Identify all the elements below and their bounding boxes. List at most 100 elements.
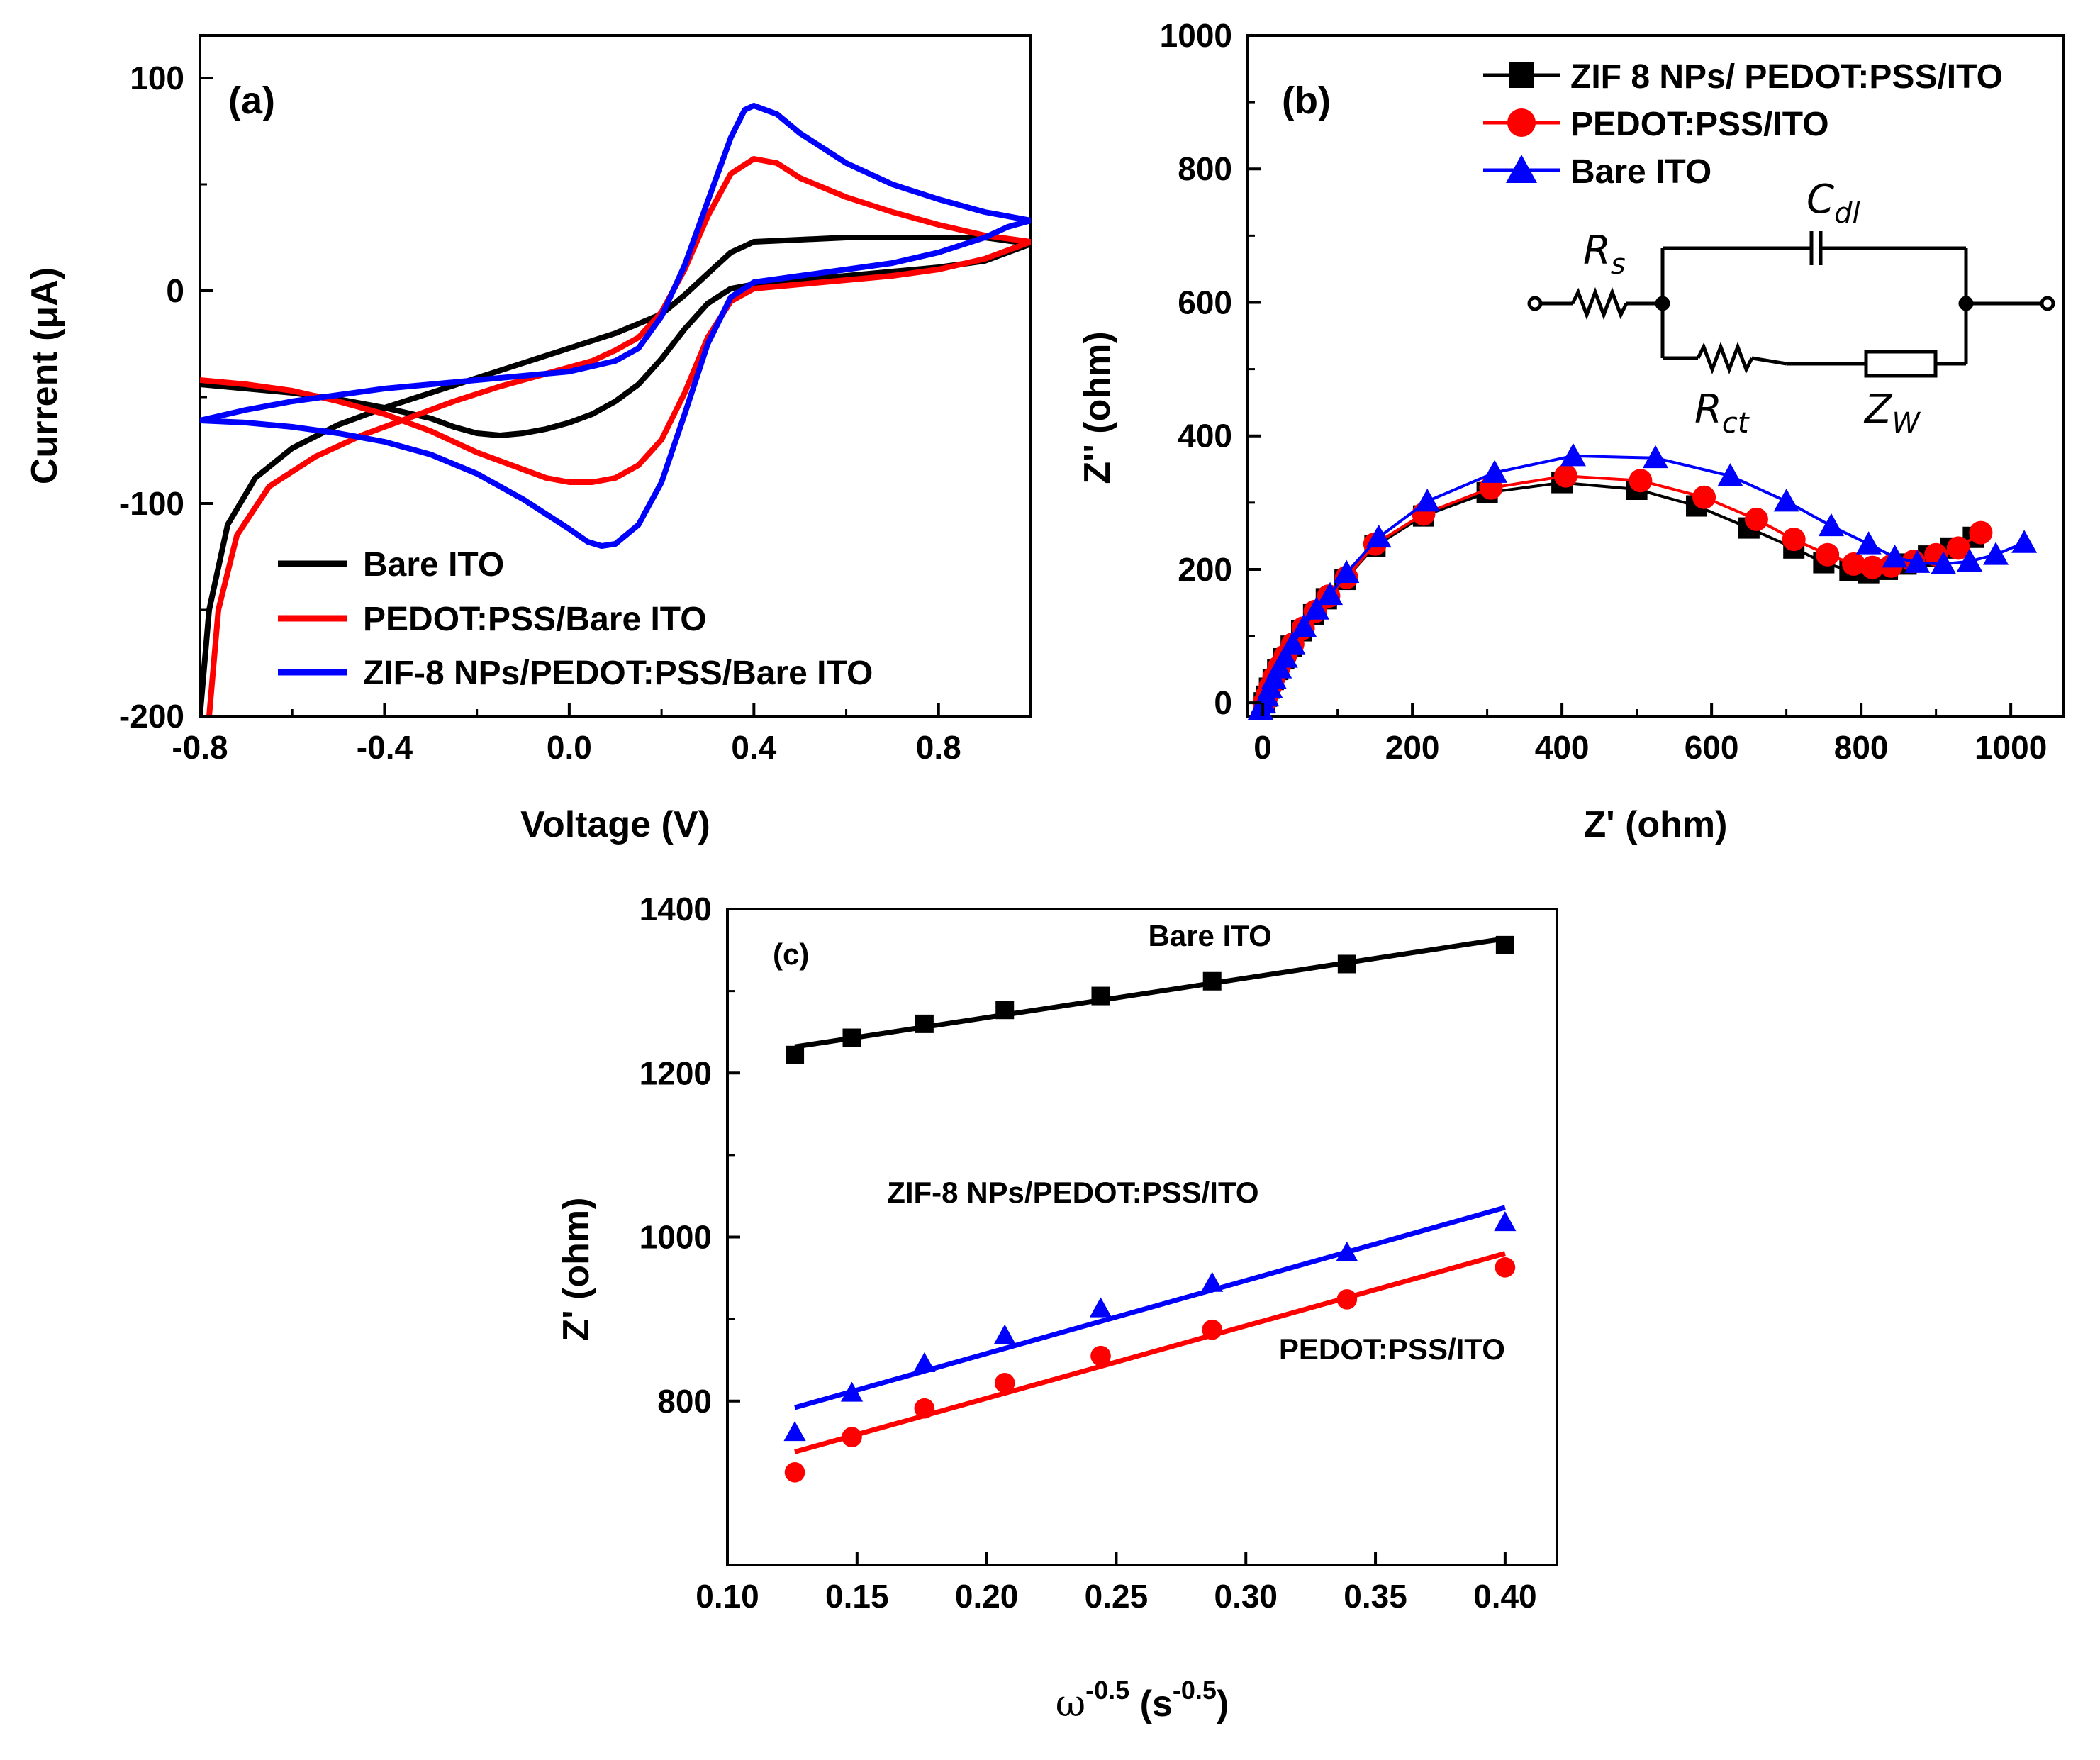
- data-point-zif-8-nps-pedot-pss-ito: [840, 1381, 864, 1402]
- panel-a-y-tick-label: 100: [130, 60, 184, 96]
- nyquist-point-pedot-pss-ito: [1692, 485, 1716, 509]
- legend-marker-zif8-square: [1509, 62, 1534, 88]
- data-point-zif-8-nps-pedot-pss-ito: [1089, 1297, 1112, 1318]
- nyquist-line-zif-8-nps-pedot-pss-ito: [1263, 481, 1975, 703]
- panel-b-y-tick-label: 200: [1178, 551, 1232, 588]
- panel-c-y-tick-label: 800: [657, 1383, 712, 1420]
- circuit-label-rs: Rs: [1583, 228, 1626, 281]
- data-point-bare-ito: [1337, 954, 1356, 974]
- panel-a-label: (a): [228, 79, 275, 122]
- panel-a-cv-chart: -0.8 -0.4 0.0 0.4 0.8 -200 -100 0 100 (a) Voltag…: [24, 34, 1032, 845]
- data-point-pedot-pss-ito: [1090, 1345, 1111, 1366]
- panel-a-y-tick-label: 0: [166, 272, 184, 309]
- panel-a-legend: Bare ITO PEDOT:PSS/Bare ITO ZIF-8 NPs/PE…: [278, 546, 873, 692]
- panel-b-x-tick-label: 200: [1385, 729, 1440, 766]
- legend-label-pedot-pss: PEDOT:PSS/ITO: [1570, 106, 1829, 143]
- legend-label-zif8: ZIF-8 NPs/PEDOT:PSS/Bare ITO: [363, 655, 873, 692]
- nyquist-point-bare-ito: [1317, 581, 1344, 606]
- panel-a-x-axis-label: Voltage (V): [520, 804, 710, 845]
- panel-c-label: (c): [773, 937, 809, 971]
- panel-c-x-tick-label: 0.20: [955, 1578, 1019, 1615]
- panel-c-y-tick-label: 1200: [640, 1054, 712, 1091]
- fit-line-bare-ito: [794, 936, 1506, 1049]
- circuit-label-rct: Rct: [1694, 386, 1750, 440]
- legend-label-bare-ito: Bare ITO: [363, 546, 504, 584]
- panel-b-y-tick-label: 1000: [1160, 17, 1232, 54]
- nyquist-point-bare-ito: [1560, 442, 1586, 467]
- panel-c-randles-chart: 0.10 0.15 0.20 0.25 0.30 0.35 0.40 800 1000 1200 1…: [556, 891, 1558, 1725]
- data-point-zif-8-nps-pedot-pss-ito: [1494, 1211, 1517, 1232]
- nyquist-point-pedot-pss-ito: [1782, 528, 1806, 552]
- data-point-bare-ito: [842, 1028, 861, 1047]
- series-label-pedot-pss: PEDOT:PSS/ITO: [1279, 1332, 1505, 1366]
- nyquist-point-pedot-pss-ito: [1629, 469, 1653, 493]
- data-point-bare-ito: [995, 1001, 1015, 1020]
- nyquist-line-pedot-pss-ito: [1263, 474, 1982, 703]
- panel-c-y-tick-label: 1400: [640, 891, 712, 928]
- nyquist-point-pedot-pss-ito: [1969, 520, 1993, 545]
- nyquist-point-pedot-pss-ito: [1946, 536, 1970, 560]
- panel-a-curves: [200, 103, 1031, 716]
- nyquist-point-bare-ito: [1931, 551, 1957, 574]
- panel-a-y-tick-label: -100: [119, 485, 184, 522]
- legend-label-zif8: ZIF 8 NPs/ PEDOT:PSS/ITO: [1570, 58, 2003, 96]
- panel-b-x-tick-label: 400: [1535, 729, 1590, 766]
- panel-c-x-tick-label: 0.25: [1085, 1578, 1149, 1615]
- circuit-label-cdl: Cdl: [1806, 177, 1860, 230]
- panel-c-x-axis-label: ω-0.5 (s-0.5): [1056, 1676, 1229, 1725]
- panel-c-x-tick-label: 0.15: [825, 1578, 889, 1615]
- data-point-zif-8-nps-pedot-pss-ito: [993, 1324, 1016, 1344]
- nyquist-point-bare-ito: [1272, 645, 1298, 668]
- data-point-pedot-pss-ito: [994, 1373, 1015, 1393]
- nyquist-point-bare-ito: [1882, 545, 1908, 568]
- data-point-zif-8-nps-pedot-pss-ito: [913, 1352, 936, 1373]
- panel-b-x-tick-label: 0: [1253, 729, 1272, 766]
- nyquist-point-bare-ito: [1643, 445, 1668, 469]
- series-label-bare-ito: Bare ITO: [1149, 919, 1272, 952]
- cv-curve-zif-8-nps-pedot-pss-bare-ito: [200, 103, 1031, 549]
- nyquist-point-bare-ito: [1904, 550, 1931, 573]
- panel-a-x-tick-label: -0.4: [357, 729, 413, 766]
- nyquist-point-bare-ito: [1717, 463, 1743, 486]
- nyquist-point-bare-ito: [1983, 542, 2009, 565]
- nyquist-point-bare-ito: [1304, 596, 1330, 620]
- nyquist-point-bare-ito: [2011, 530, 2038, 553]
- legend-marker-bare-ito-triangle: [1506, 155, 1537, 183]
- nyquist-point-bare-ito: [1334, 559, 1360, 584]
- panel-c-data-series: [783, 935, 1517, 1483]
- nyquist-point-pedot-pss-ito: [1744, 507, 1768, 531]
- data-point-bare-ito: [915, 1014, 934, 1033]
- fit-line-zif-8-nps-pedot-pss-ito: [794, 1205, 1506, 1410]
- panel-a-x-tick-label: 0.8: [916, 729, 961, 766]
- panel-c-x-tick-label: 0.40: [1473, 1578, 1537, 1615]
- nyquist-point-bare-ito: [1365, 524, 1392, 548]
- fit-line-pedot-pss-ito: [794, 1251, 1506, 1454]
- nyquist-point-bare-ito: [1414, 488, 1441, 512]
- data-point-pedot-pss-ito: [1202, 1319, 1223, 1340]
- panel-a-y-axis-label: Current (μA): [24, 267, 65, 484]
- nyquist-point-pedot-pss-ito: [1553, 464, 1577, 488]
- nyquist-point-bare-ito: [1291, 613, 1317, 637]
- panel-a-plot-frame: [199, 34, 1032, 718]
- data-point-pedot-pss-ito: [1336, 1289, 1358, 1310]
- panel-b-nyquist-chart: 0 200 400 600 800 1000 0 200 400 600 800 1000 (b) Z…: [1077, 17, 2065, 845]
- panel-b-label: (b): [1282, 79, 1331, 122]
- data-point-bare-ito: [1091, 986, 1110, 1006]
- nyquist-point-bare-ito: [1482, 460, 1508, 483]
- panel-c-x-tick-label: 0.10: [696, 1578, 759, 1615]
- data-point-pedot-pss-ito: [914, 1398, 935, 1419]
- data-point-bare-ito: [1495, 935, 1514, 954]
- panel-b-data-series: [1247, 442, 2038, 720]
- nyquist-point-bare-ito: [1855, 531, 1882, 555]
- data-point-pedot-pss-ito: [1495, 1257, 1516, 1278]
- panel-c-plot-frame: [726, 908, 1558, 1566]
- panel-c-x-tick-label: 0.35: [1344, 1578, 1407, 1615]
- nyquist-point-pedot-pss-ito: [1816, 542, 1840, 567]
- nyquist-point-bare-ito: [1280, 631, 1306, 655]
- nyquist-point-pedot-pss-ito: [1842, 552, 1866, 576]
- panel-b-x-tick-label: 1000: [1975, 729, 2047, 766]
- panel-a-x-tick-label: -0.8: [172, 729, 228, 766]
- data-point-zif-8-nps-pedot-pss-ito: [1201, 1271, 1224, 1292]
- panel-b-y-tick-label: 400: [1178, 418, 1232, 455]
- panel-a-x-tick-label: 0.4: [731, 729, 776, 766]
